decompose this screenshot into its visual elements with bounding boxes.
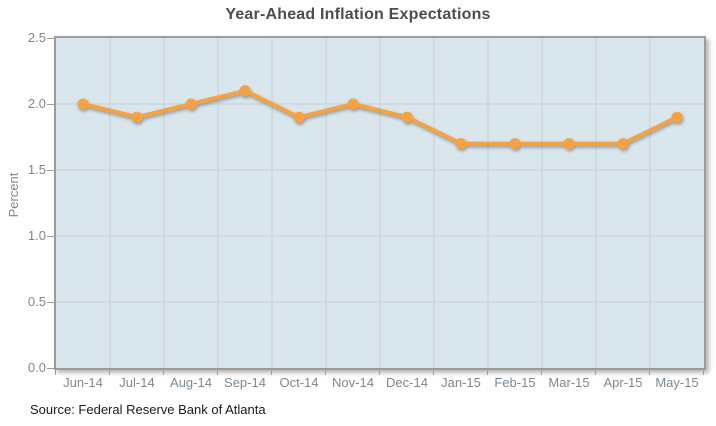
data-point-marker [293, 111, 305, 123]
source-note: Source: Federal Reserve Bank of Atlanta [30, 402, 266, 417]
chart-title: Year-Ahead Inflation Expectations [225, 6, 491, 23]
y-axis-tick-label: 1.5 [27, 162, 46, 177]
x-axis-tick-mark [163, 370, 164, 375]
x-axis-tick-mark [487, 370, 488, 375]
x-axis-tick-mark [325, 370, 326, 375]
y-axis-tick-label: 2.0 [27, 96, 46, 111]
x-axis-tick-mark [379, 370, 380, 375]
data-point-marker [509, 138, 521, 150]
x-axis-tick-label: Sep-14 [224, 375, 266, 390]
data-point-marker [617, 138, 629, 150]
x-axis-tick-label: Oct-14 [279, 375, 319, 390]
y-axis-tick-label: 2.5 [27, 30, 46, 45]
y-axis-tick-mark [47, 104, 54, 105]
y-axis-tick-mark [47, 236, 54, 237]
x-axis-tick-label: May-15 [655, 375, 699, 390]
x-axis-tick-mark [433, 370, 434, 375]
y-axis-tick-mark [47, 368, 54, 369]
data-point-marker [671, 111, 683, 123]
y-axis-tick-mark [47, 302, 54, 303]
x-axis-tick-mark [541, 370, 542, 375]
x-axis-tick-mark [595, 370, 596, 375]
plot-area [54, 36, 706, 370]
x-axis-tick-mark [55, 370, 56, 375]
data-point-marker [185, 98, 197, 110]
x-axis-tick-label: Jun-14 [63, 375, 103, 390]
series-line [81, 88, 679, 146]
y-axis-tick-label: 0.5 [27, 294, 46, 309]
data-point-marker [455, 138, 467, 150]
x-axis-tick-mark [271, 370, 272, 375]
series-group [77, 85, 683, 150]
y-axis-tick-label: 0.0 [27, 360, 46, 375]
x-axis-tick-label: Aug-14 [170, 375, 212, 390]
y-axis-tick-mark [47, 38, 54, 39]
x-axis-tick-label: Jan-15 [441, 375, 481, 390]
data-point-marker [131, 111, 143, 123]
line-series-svg [56, 38, 704, 368]
x-axis-tick-mark [649, 370, 650, 375]
data-point-marker [77, 98, 89, 110]
data-point-marker [563, 138, 575, 150]
data-point-marker [347, 98, 359, 110]
x-axis-tick-label: Mar-15 [548, 375, 590, 390]
x-axis-tick-mark [217, 370, 218, 375]
x-axis-tick-label: Feb-15 [494, 375, 536, 390]
y-axis-tick-mark [47, 170, 54, 171]
data-point-marker [239, 85, 251, 97]
x-axis-tick-label: Dec-14 [386, 375, 428, 390]
x-axis-tick-label: Jul-14 [119, 375, 155, 390]
x-axis-tick-mark [109, 370, 110, 375]
x-axis-tick-mark [703, 370, 704, 375]
data-point-marker [401, 111, 413, 123]
x-axis-tick-label: Nov-14 [332, 375, 374, 390]
x-axis-tick-label: Apr-15 [603, 375, 643, 390]
y-axis-tick-label: 1.0 [27, 228, 46, 243]
